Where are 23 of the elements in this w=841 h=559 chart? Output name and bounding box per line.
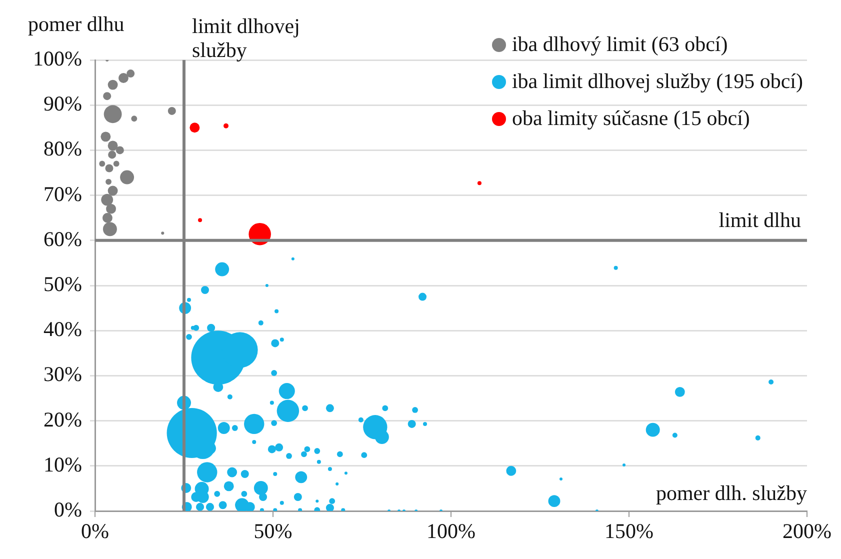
y-tick-label: 40% xyxy=(44,317,82,342)
x-tick-label: 150% xyxy=(604,519,654,544)
ref-line-label: limit dlhu xyxy=(718,208,801,232)
y-tick-label: 30% xyxy=(44,362,82,386)
legend-label: iba dlhový limit (63 obcí) xyxy=(512,32,728,57)
legend-label: oba limity súčasne (15 obcí) xyxy=(512,106,750,131)
x-axis-title: pomer dlh. služby xyxy=(656,481,807,505)
y-axis-title: pomer dlhu xyxy=(28,12,124,36)
x-tick-label: 100% xyxy=(426,519,476,544)
y-tick-label: 20% xyxy=(44,407,82,432)
y-tick-label: 80% xyxy=(44,136,82,161)
x-tick-label: 50% xyxy=(254,519,292,544)
y-tick-label: 90% xyxy=(44,92,82,116)
y-tick-label: 0% xyxy=(54,498,82,522)
x-tick-label: 0% xyxy=(81,519,109,544)
y-tick-label: 70% xyxy=(44,182,82,206)
ref-line-label: limit dlhovej služby xyxy=(192,14,301,62)
y-tick-label: 50% xyxy=(44,272,82,296)
x-tick-label: 200% xyxy=(782,519,832,544)
legend-label: iba limit dlhovej služby (195 obcí) xyxy=(512,69,803,94)
y-tick-label: 100% xyxy=(33,46,82,71)
y-tick-label: 10% xyxy=(44,452,82,476)
y-tick-label: 60% xyxy=(44,226,82,251)
